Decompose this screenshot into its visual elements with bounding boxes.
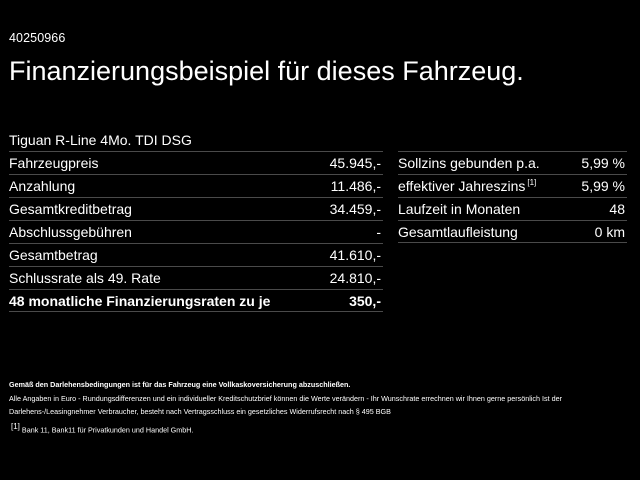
footnote-marker: [1]: [527, 178, 537, 188]
row-label: Laufzeit in Monaten: [398, 201, 520, 217]
row-label-text: Laufzeit in Monaten: [398, 201, 521, 217]
table-row: Gesamtbetrag 41.610,-: [9, 243, 383, 266]
row-label: Schlussrate als 49. Rate: [9, 270, 161, 286]
row-label: Gesamtlaufleistung: [398, 224, 518, 240]
table-row: Laufzeit in Monaten 48: [398, 197, 627, 220]
row-label: 48 monatliche Finanzierungsraten zu je: [9, 292, 271, 309]
row-value: 48: [609, 201, 625, 217]
row-value: 0 km: [594, 223, 625, 240]
row-value: 34.459,-: [329, 201, 381, 217]
table-row: Schlussrate als 49. Rate 24.810,-: [9, 266, 383, 289]
row-label: Gesamtbetrag: [9, 247, 98, 263]
row-value: 45.945,-: [329, 155, 381, 171]
bank-footnote: [1] Bank 11, Bank11 für Privatkunden und…: [9, 420, 619, 436]
interest-table: Sollzins gebunden p.a. 5,99 % effektiver…: [398, 151, 627, 243]
page-title: Finanzierungsbeispiel für dieses Fahrzeu…: [9, 56, 524, 86]
row-label-text: effektiver Jahreszins: [398, 178, 526, 194]
row-value: 5,99 %: [581, 155, 625, 171]
disclaimer: Alle Angaben in Euro - Rundungsdifferenz…: [9, 394, 562, 416]
table-row-monthly-rate: 48 monatliche Finanzierungsraten zu je 3…: [9, 289, 383, 312]
table-row: Fahrzeugpreis 45.945,-: [9, 151, 383, 174]
row-value: 41.610,-: [329, 247, 381, 263]
row-value: 11.486,-: [330, 178, 381, 194]
footnote-marker: [1]: [11, 422, 20, 431]
table-row: Anzahlung 11.486,-: [9, 174, 383, 197]
row-label: Anzahlung: [9, 178, 76, 194]
row-label: Abschlussgebühren: [9, 224, 132, 240]
row-label: Gesamtkreditbetrag: [9, 201, 132, 217]
bank-text: Bank 11, Bank11 für Privatkunden und Han…: [21, 425, 194, 435]
row-value: 5,99 %: [581, 178, 625, 194]
offer-id: 40250966: [9, 31, 66, 45]
vehicle-model: Tiguan R-Line 4Mo. TDI DSG: [9, 132, 192, 148]
row-value: 350,-: [349, 292, 381, 309]
table-row: Gesamtlaufleistung 0 km: [398, 220, 627, 243]
row-value: 24.810,-: [329, 270, 381, 286]
table-row: Sollzins gebunden p.a. 5,99 %: [398, 151, 627, 174]
table-row: Abschlussgebühren -: [9, 220, 383, 243]
row-label-text: Gesamtlaufleistung: [398, 223, 518, 240]
insurance-note: Gemäß den Darlehensbedingungen ist für d…: [9, 380, 351, 389]
row-label: Sollzins gebunden p.a.: [398, 155, 540, 171]
row-label-text: Sollzins gebunden p.a.: [398, 155, 540, 171]
financing-table: Fahrzeugpreis 45.945,- Anzahlung 11.486,…: [9, 151, 383, 312]
table-row: Gesamtkreditbetrag 34.459,-: [9, 197, 383, 220]
row-label: Fahrzeugpreis: [9, 155, 99, 171]
table-row: effektiver Jahreszins [1] 5,99 %: [398, 174, 627, 197]
footnotes: Gemäß den Darlehensbedingungen ist für d…: [9, 378, 619, 436]
row-value: -: [376, 224, 381, 240]
row-label: effektiver Jahreszins [1]: [398, 178, 536, 194]
